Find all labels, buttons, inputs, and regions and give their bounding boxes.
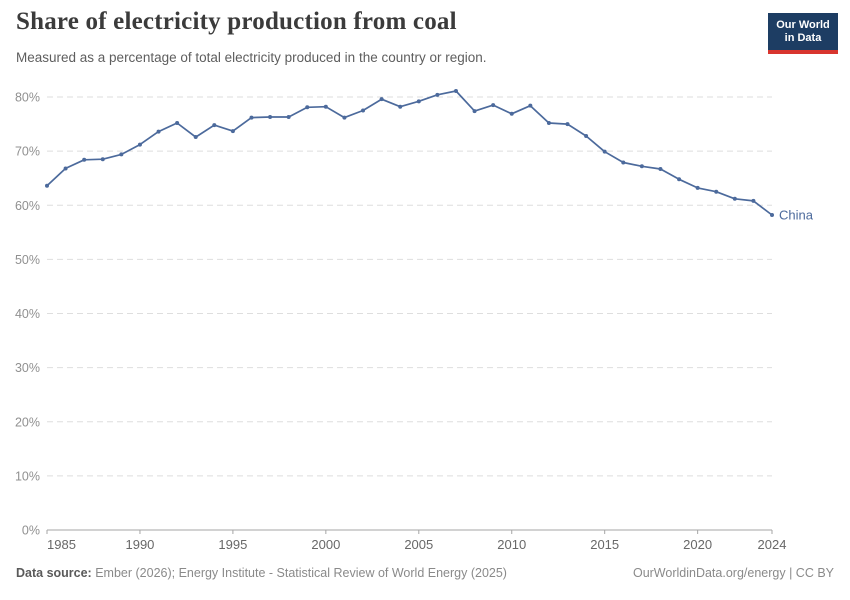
y-axis-label-20: 20% <box>15 415 40 429</box>
data-point-1989 <box>119 152 124 157</box>
data-point-2016 <box>621 160 626 165</box>
data-point-2008 <box>472 109 477 114</box>
line-chart: 0% 10% 20% 30% 40% 50% 60% 70% 80% 1985 1990 1995 20… <box>15 89 814 552</box>
x-axis-label-2010: 2010 <box>497 537 526 552</box>
footer-separator: | <box>785 566 796 580</box>
y-axis-label-30: 30% <box>15 361 40 375</box>
data-point-2012 <box>546 120 551 125</box>
x-axis-label-2024: 2024 <box>758 537 787 552</box>
chart-footer: Data source: Ember (2026); Energy Instit… <box>16 566 834 580</box>
owid-logo-line1: Our World <box>776 19 830 31</box>
data-point-1993 <box>193 135 198 140</box>
license-badge: CC BY <box>795 566 834 580</box>
data-point-2018 <box>658 166 663 171</box>
data-point-2000 <box>323 104 328 109</box>
data-point-2003 <box>379 97 384 102</box>
data-point-1997 <box>268 115 273 120</box>
data-point-1999 <box>305 105 310 110</box>
data-point-1995 <box>230 129 235 134</box>
footer-right: OurWorldinData.org/energy | CC BY <box>633 566 834 580</box>
x-axis-label-2020: 2020 <box>683 537 712 552</box>
owid-logo: Our World in Data <box>768 13 838 54</box>
data-point-2007 <box>453 89 458 94</box>
y-axis-label-40: 40% <box>15 307 40 321</box>
x-axis-label-2000: 2000 <box>311 537 340 552</box>
series-line-china <box>46 90 773 216</box>
y-axis-label-50: 50% <box>15 253 40 267</box>
y-axis-label-0: 0% <box>22 524 40 538</box>
data-point-2006 <box>435 92 440 97</box>
x-axis-label-1995: 1995 <box>218 537 247 552</box>
data-point-2004 <box>398 104 403 109</box>
data-point-2022 <box>732 196 737 201</box>
data-point-1985 <box>45 183 49 188</box>
data-source-text: Ember (2026); Energy Institute - Statist… <box>91 566 507 580</box>
data-point-2005 <box>416 99 421 104</box>
data-point-1992 <box>175 120 180 125</box>
data-point-2015 <box>602 149 607 154</box>
data-point-1991 <box>156 129 161 134</box>
data-source-label: Data source: <box>16 566 92 580</box>
data-point-2024 <box>770 212 774 217</box>
y-axis-label-10: 10% <box>15 469 40 483</box>
data-point-2020 <box>695 185 700 190</box>
x-axis-label-2015: 2015 <box>590 537 619 552</box>
data-point-1987 <box>82 157 87 162</box>
data-point-2013 <box>565 122 570 127</box>
data-point-2023 <box>751 198 756 203</box>
data-point-1996 <box>249 115 254 120</box>
data-point-2001 <box>342 115 347 120</box>
chart-subtitle: Measured as a percentage of total electr… <box>16 50 487 65</box>
data-point-2014 <box>584 133 589 138</box>
owid-logo-line2: in Data <box>784 32 822 44</box>
data-point-2019 <box>677 177 682 182</box>
y-axis-label-70: 70% <box>15 145 40 159</box>
data-point-2017 <box>639 164 644 169</box>
data-point-1998 <box>286 115 291 120</box>
data-point-2010 <box>509 111 514 116</box>
data-point-2002 <box>361 108 366 113</box>
data-point-1994 <box>212 123 217 128</box>
x-axis-label-1990: 1990 <box>125 537 154 552</box>
data-point-2009 <box>491 103 496 108</box>
data-point-1990 <box>137 142 142 147</box>
x-axis-label-2005: 2005 <box>404 537 433 552</box>
data-point-2011 <box>528 103 533 108</box>
y-axis-label-60: 60% <box>15 199 40 213</box>
data-source: Data source: Ember (2026); Energy Instit… <box>16 566 507 580</box>
series-label-china: China <box>779 207 814 222</box>
data-point-1986 <box>63 166 68 171</box>
owid-link[interactable]: OurWorldinData.org/energy <box>632 566 786 580</box>
y-axis-label-80: 80% <box>15 91 40 105</box>
page-title: Share of electricity production from coa… <box>16 8 457 35</box>
x-axis-label-1985: 1985 <box>47 537 76 552</box>
data-point-2021 <box>714 189 719 194</box>
data-point-1988 <box>100 157 105 162</box>
